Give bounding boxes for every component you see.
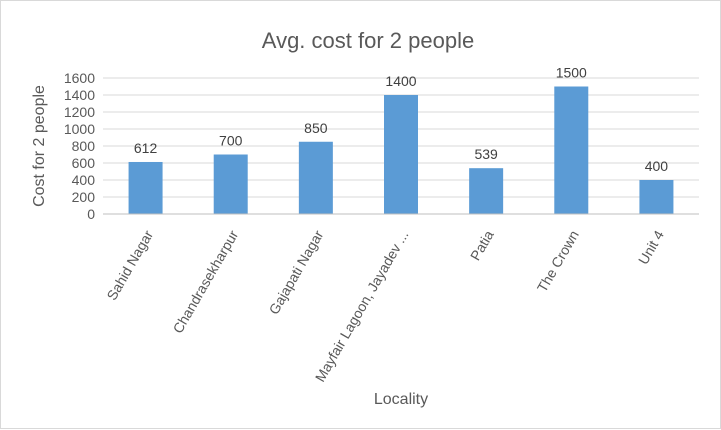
bars: [128, 86, 674, 214]
chart-title: Avg. cost for 2 people: [262, 28, 474, 53]
y-tick-label: 800: [72, 138, 96, 154]
y-axis-title: Cost for 2 people: [31, 85, 48, 207]
category-label: Mayfair Lagoon, Jayadev ...: [312, 228, 412, 385]
bar: [298, 141, 333, 214]
y-tick-label: 1400: [64, 87, 95, 103]
data-label: 1500: [556, 65, 587, 81]
bar: [469, 168, 504, 214]
bar: [554, 86, 589, 214]
bar: [384, 95, 418, 214]
data-label: 1400: [385, 73, 416, 89]
bar: [128, 161, 163, 214]
y-tick-label: 0: [87, 206, 95, 222]
x-axis-title: Locality: [374, 391, 428, 408]
category-label: Gajapati Nagar: [266, 227, 327, 317]
y-tick-label: 1200: [64, 104, 95, 120]
category-label: Sahid Nagar: [103, 227, 156, 303]
bar: [213, 154, 248, 214]
category-label: Patia: [467, 227, 497, 263]
data-label: 400: [645, 158, 669, 174]
data-label: 539: [474, 146, 498, 162]
y-tick-label: 1600: [64, 70, 95, 86]
x-axis-categories: Sahid Nagar Chandrasekharpur Gajapati Naga…: [103, 227, 667, 384]
data-label: 700: [219, 133, 243, 149]
data-labels: 612 700 850 1400 539 1500 400: [134, 65, 668, 175]
y-tick-label: 1000: [64, 121, 95, 137]
data-label: 612: [134, 140, 158, 156]
category-label: The Crown: [534, 228, 582, 295]
bar: [639, 180, 674, 214]
y-tick-label: 400: [72, 172, 96, 188]
data-label: 850: [304, 120, 328, 136]
y-tick-label: 200: [72, 189, 96, 205]
category-label: Chandrasekharpur: [169, 227, 241, 336]
y-tick-label: 600: [72, 155, 96, 171]
category-label: Unit 4: [635, 227, 667, 267]
